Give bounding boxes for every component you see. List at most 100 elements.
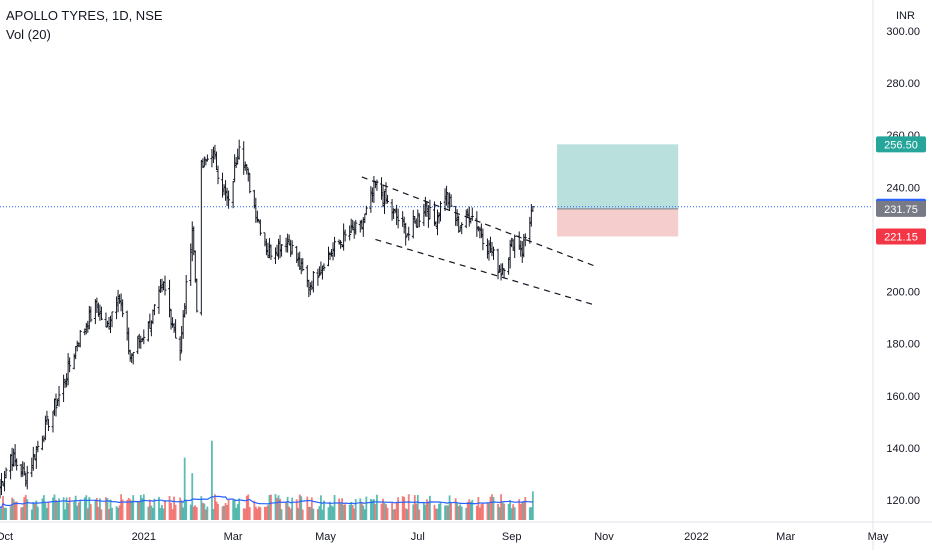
volume-bar <box>289 508 292 520</box>
ohlc-bar <box>499 263 503 281</box>
ohlc-bar <box>231 181 235 209</box>
volume-bar <box>73 501 76 520</box>
volume-bar <box>95 497 98 520</box>
volume-bar <box>56 502 59 520</box>
volume-indicator-title[interactable]: Vol (20) <box>6 27 51 42</box>
volume-bar <box>530 507 533 520</box>
volume-bar <box>465 507 468 520</box>
volume-bar <box>291 497 294 520</box>
volume-bar <box>11 497 14 520</box>
volume-bar <box>223 505 225 520</box>
volume-bar <box>174 504 177 520</box>
volume-bar <box>277 495 280 520</box>
volume-bar <box>67 503 70 520</box>
volume-bar <box>416 495 419 520</box>
volume-bar <box>79 499 82 520</box>
volume-bar <box>26 499 29 520</box>
volume-bar <box>489 496 492 520</box>
ohlc-bar <box>470 207 474 221</box>
volume-bar <box>274 494 277 520</box>
volume-bar <box>310 497 313 520</box>
ohlc-bar <box>54 393 58 417</box>
price-label-stop: 221.15 <box>876 228 926 245</box>
volume-bar <box>354 499 357 520</box>
volume-bar <box>265 506 268 520</box>
volume-bar <box>3 507 6 520</box>
volume-bar <box>44 502 47 520</box>
x-tick-label: May <box>315 531 336 543</box>
volume-bar <box>395 502 398 520</box>
x-tick-label: 2022 <box>684 531 708 543</box>
volume-bar <box>53 494 56 520</box>
volume-bar <box>365 496 368 520</box>
y-tick-label: 140.00 <box>886 443 920 455</box>
price-label-bg <box>876 200 926 217</box>
volume-bar <box>217 503 219 520</box>
volume-bar <box>438 503 440 520</box>
volume-bar <box>214 494 216 520</box>
ohlc-bar <box>339 240 343 249</box>
ohlc-bar <box>475 211 479 237</box>
x-tick-label: Nov <box>594 531 614 543</box>
volume-bar <box>295 499 298 520</box>
volume-bar <box>401 496 404 520</box>
ohlc-bar <box>205 154 209 162</box>
volume-bar <box>348 504 351 520</box>
volume-bar <box>14 501 17 520</box>
volume-bar <box>444 505 446 520</box>
volume-bar <box>233 499 236 520</box>
volume-bar <box>510 508 513 520</box>
volume-bar <box>288 506 291 520</box>
ohlc-bar <box>531 206 535 212</box>
volume-bar <box>118 505 121 520</box>
volume-bar <box>524 497 527 520</box>
volume-bar <box>62 497 65 520</box>
volume-bar <box>429 495 431 520</box>
ohlc-bar <box>449 194 453 207</box>
volume-bar <box>450 503 453 520</box>
volume-bar <box>244 508 247 520</box>
y-tick-label: 180.00 <box>886 339 920 351</box>
volume-bar <box>36 506 39 520</box>
volume-bar <box>127 497 130 520</box>
volume-bar <box>433 504 436 520</box>
volume-bar <box>412 504 415 520</box>
ohlc-bar <box>201 158 205 169</box>
volume-bar <box>129 499 132 520</box>
volume-bar <box>329 501 331 520</box>
volume-bar <box>332 506 334 520</box>
volume-bar <box>226 504 228 520</box>
volume-bar <box>120 494 123 520</box>
volume-bar <box>279 498 281 520</box>
volume-bar <box>256 508 259 520</box>
volume-bar <box>297 507 300 520</box>
volume-bar <box>497 503 499 520</box>
volume-bar <box>267 505 269 520</box>
volume-bar <box>380 503 383 520</box>
volume-bar <box>341 498 344 520</box>
volume-bar <box>350 501 353 520</box>
volume-bars <box>0 440 534 520</box>
ohlc-bar <box>439 201 443 222</box>
price-label-bg <box>876 136 926 153</box>
volume-bar <box>330 505 333 520</box>
trend-channel-line <box>361 176 594 267</box>
volume-bar <box>147 506 150 520</box>
ohlc-bar <box>392 208 396 219</box>
volume-bar <box>300 496 303 520</box>
price-label-text: 256.50 <box>884 139 918 151</box>
volume-bar <box>171 509 174 520</box>
ohlc-bar <box>199 159 203 316</box>
volume-bar <box>491 494 493 520</box>
ohlc-bar <box>216 165 220 185</box>
volume-bar <box>32 502 35 520</box>
volume-bar <box>415 503 418 520</box>
symbol-title[interactable]: APOLLO TYRES, 1D, NSE <box>6 8 163 23</box>
volume-bar <box>58 498 60 520</box>
ohlc-bar <box>404 222 408 246</box>
price-label-bg <box>876 228 926 245</box>
volume-bar <box>373 499 375 520</box>
volume-bar <box>215 501 218 520</box>
